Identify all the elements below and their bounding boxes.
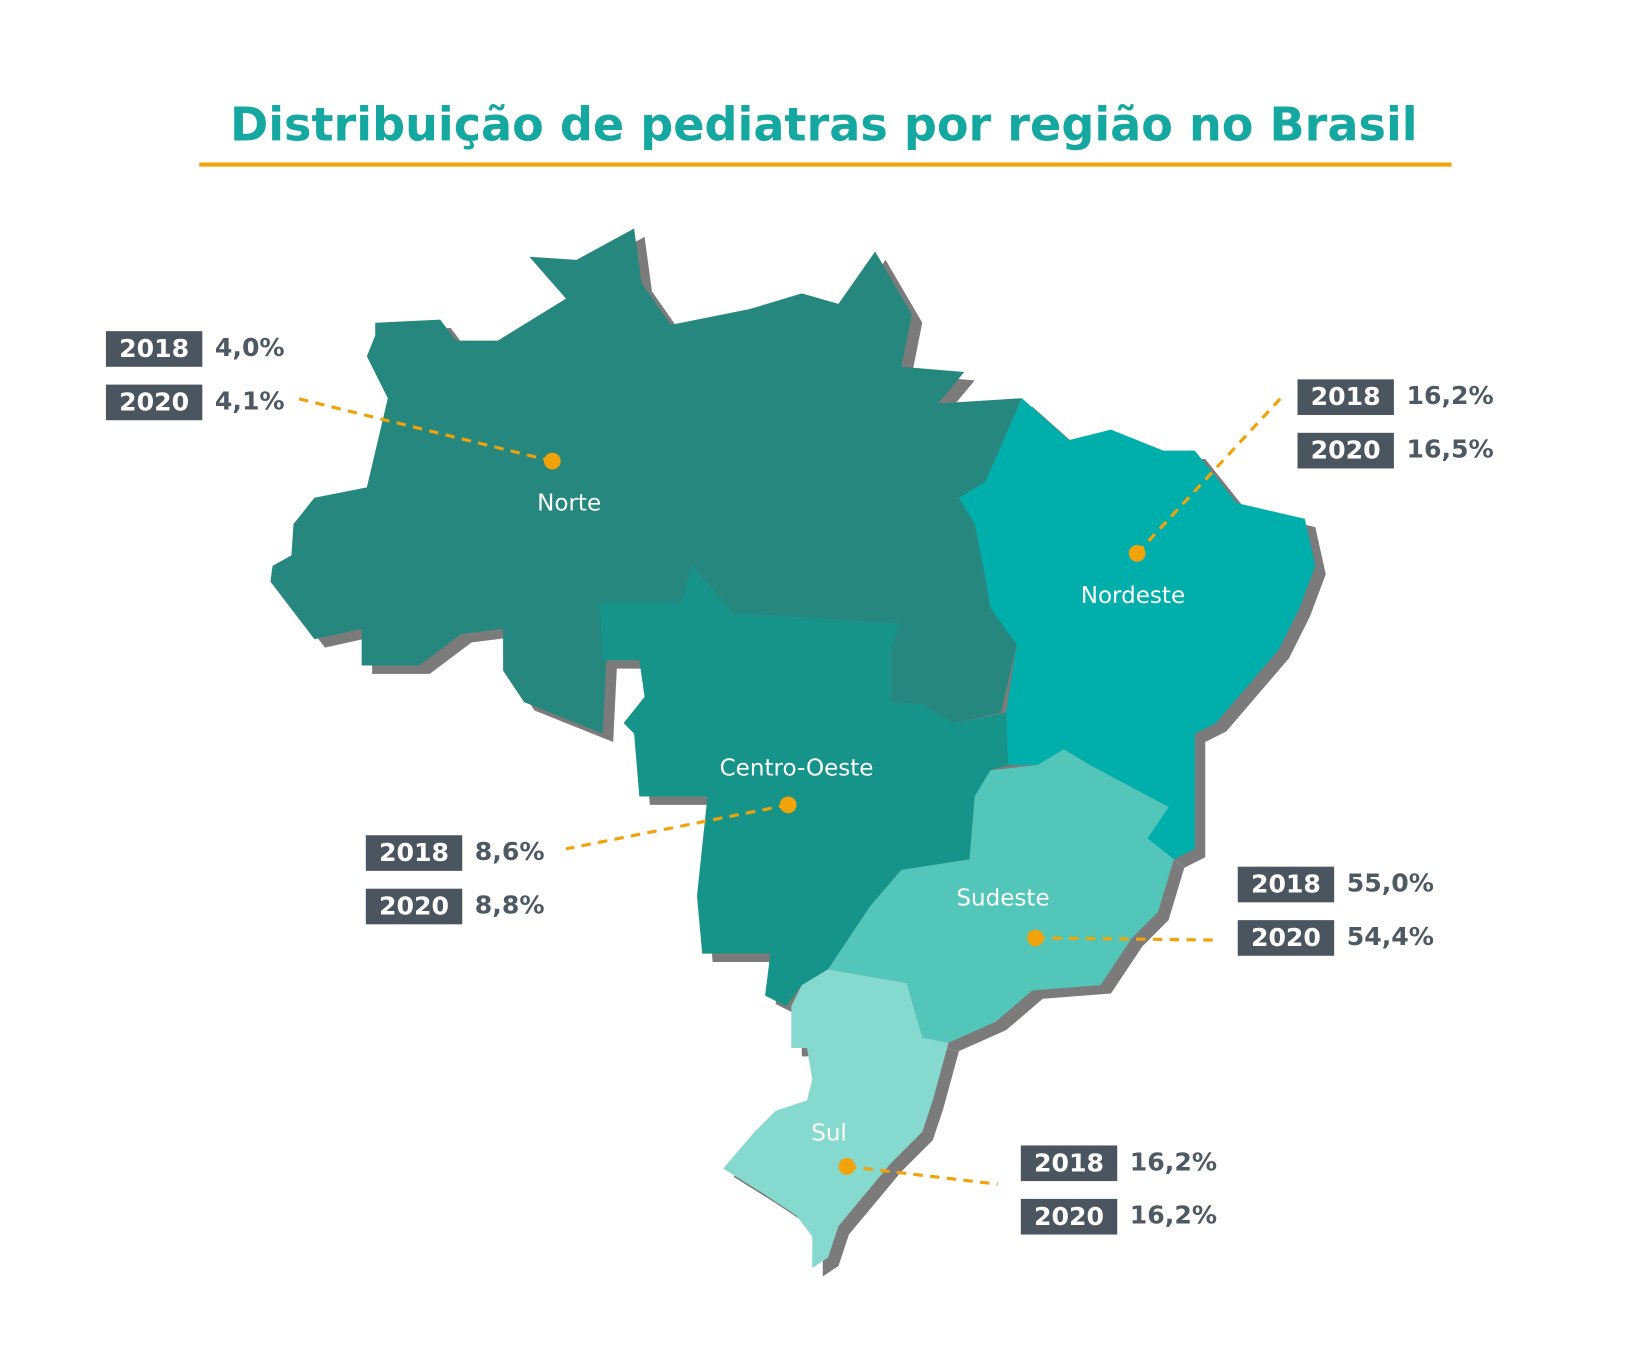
year-box: [365, 888, 463, 925]
region-shape: [827, 749, 1174, 1043]
region-shape: [599, 565, 1009, 1007]
year-box: [1297, 379, 1394, 416]
leader-line: [1035, 936, 1216, 942]
year-label: 2018: [119, 334, 189, 363]
region-dot: [838, 1158, 856, 1175]
year-box: [1237, 866, 1335, 903]
region-label: Sul: [811, 1120, 847, 1146]
year-box: [1237, 920, 1335, 956]
leader-line: [296, 396, 553, 463]
map: [270, 228, 1316, 1269]
percent-label: 55,0%: [1347, 869, 1434, 898]
percent-label: 16,2%: [1130, 1201, 1217, 1230]
year-label: 2018: [379, 838, 449, 867]
year-label: 2020: [1251, 923, 1321, 952]
percent-label: 8,8%: [475, 891, 545, 920]
annotations: Norte 2018 4,0% 2020 4,1% Nordeste 2018 16,2% 20…: [105, 331, 1494, 1235]
percent-label: 4,1%: [215, 386, 285, 415]
year-label: 2020: [1311, 436, 1381, 465]
region-dot: [1027, 929, 1044, 947]
year-box: [1297, 432, 1394, 469]
region-dot: [543, 452, 561, 470]
year-box: [365, 835, 463, 871]
year-label: 2020: [1034, 1202, 1104, 1231]
region-dot: [1128, 544, 1146, 562]
region-label: Norte: [537, 491, 601, 517]
title: Distribuição de pediatras por região no …: [230, 97, 1418, 151]
region-dot: [779, 796, 797, 814]
percent-label: 16,2%: [1406, 381, 1493, 410]
year-label: 2018: [1034, 1148, 1104, 1177]
region-label: Nordeste: [1081, 583, 1185, 609]
year-box: [105, 384, 203, 421]
percent-label: 54,4%: [1347, 922, 1434, 951]
year-box: [1020, 1198, 1118, 1235]
leader-line: [846, 1164, 998, 1186]
percent-label: 4,0%: [215, 333, 285, 362]
percent-label: 16,5%: [1406, 435, 1493, 464]
leader-line: [1135, 397, 1282, 555]
leader-line: [565, 803, 789, 851]
region-shape: [723, 969, 949, 1269]
region-label: Sudeste: [956, 886, 1049, 912]
region-shape: [270, 228, 1022, 734]
year-label: 2020: [119, 387, 189, 416]
year-box: [1020, 1145, 1118, 1182]
region-label: Centro-Oeste: [720, 756, 874, 782]
percent-label: 16,2%: [1130, 1147, 1217, 1176]
year-label: 2020: [379, 892, 449, 921]
year-box: [105, 331, 203, 367]
year-label: 2018: [1251, 870, 1321, 899]
percent-label: 8,6%: [475, 837, 545, 866]
region-shape: [958, 398, 1316, 860]
year-label: 2018: [1311, 382, 1381, 411]
